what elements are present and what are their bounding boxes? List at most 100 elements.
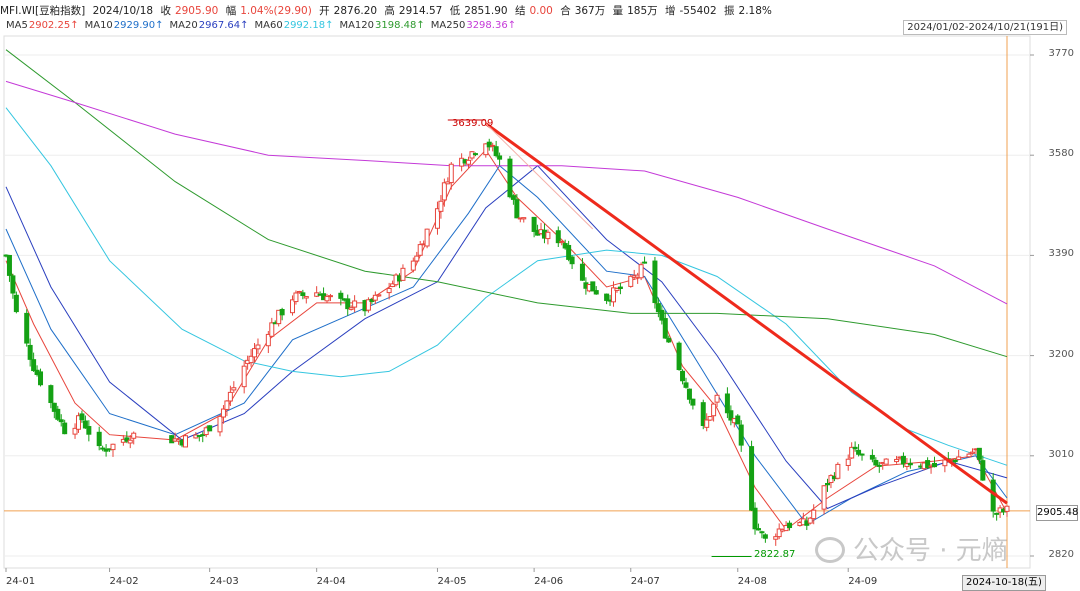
candle-body [414,255,420,262]
candle-body [752,507,758,530]
candle-body [276,309,282,325]
candle-body [466,159,472,165]
y-tick-label: 2820 [1048,549,1074,560]
candle-body [6,254,12,276]
candle-body [345,298,351,310]
candle-body [642,261,648,264]
ma-line-ma10 [5,164,1008,526]
candle-body [100,447,106,450]
trend-line-faded [485,123,594,230]
candle-body [72,427,78,435]
oi-field: 增 -55402 [665,5,717,17]
candle-body [845,458,851,466]
oi-value: -55402 [679,5,717,17]
candle-body [807,517,813,524]
volume-field: 量 185万 [613,5,658,17]
candle-body [289,299,295,314]
up-arrow-icon: ↑ [155,20,164,31]
candle-body [559,240,565,243]
x-tick-label: 24-09 [848,576,878,587]
candle-body [490,144,496,147]
candle-body [590,281,596,292]
candle-body [55,408,61,420]
ma-line-ma120 [5,49,1008,358]
ma-legend-value: 2929.90 [113,20,156,31]
candle-body [38,371,44,386]
up-arrow-icon: ↑ [240,20,249,31]
settle-value: 0.00 [529,5,553,17]
candle-body [510,195,516,200]
candle-body [700,402,706,426]
candle-body [531,216,537,232]
low-caption: 低 [449,5,461,17]
close-value: 2905.90 [174,5,219,17]
candlesticks [3,138,1010,546]
close-caption: 收 [160,5,171,17]
ma-legend-value: 2967.64 [198,20,241,31]
candle-body [131,432,137,439]
candle-body [762,534,768,539]
x-tick-label: 24-02 [109,576,139,587]
candle-body [231,387,237,391]
amount-caption: 合 [560,5,571,17]
high-marker-label: 3639.09 [452,118,494,129]
candle-body [296,291,302,294]
candle-body [776,528,782,538]
date-range-box[interactable]: 2024/01/02-2024/10/21(191日) [903,20,1067,35]
candle-body [883,458,889,465]
candle-body [659,309,665,321]
ma-legend-value: 3198.48 [375,20,417,31]
candle-body [438,200,444,212]
candle-body [686,388,692,400]
candle-body [856,449,862,455]
candle-body [676,342,682,371]
candle-body [327,295,333,298]
candle-body [410,260,416,271]
candle-body [79,413,85,421]
amplitude-caption: 振 [724,5,735,17]
candle-body [869,454,875,460]
candle-body [86,426,92,435]
current-price-tag: 2905.48 [1036,505,1078,521]
candle-body [593,290,599,295]
candle-body [835,463,841,479]
close-field: 收 2905.90 [160,5,218,17]
candle-body [545,231,551,240]
candle-body [638,264,644,279]
candle-body [352,300,358,308]
high-caption: 高 [384,5,395,17]
ma-legend-label: MA120 [339,20,375,31]
trend-line[interactable] [484,122,1008,505]
candle-body [217,415,223,433]
volume-caption: 量 [612,5,624,17]
candle-body [925,460,931,469]
ma-legend-label: MA20 [169,20,198,31]
candle-body [96,431,102,447]
candle-body [655,303,661,313]
open-caption: 开 [319,5,330,17]
y-tick-label: 3010 [1048,448,1074,460]
candle-body [338,292,344,299]
x-tick-label: 24-08 [737,576,767,587]
candle-body [31,359,37,372]
candle-body [566,244,572,260]
x-tick-label: 24-03 [209,576,239,587]
candle-body [738,424,744,446]
candle-body [265,333,271,347]
candle-body [483,143,489,156]
candle-body [759,531,765,534]
candle-body [400,267,406,281]
candle-body [849,446,855,459]
candle-body [728,410,734,421]
candle-body [825,482,831,486]
ma-legend: MA52902.25↑ MA102929.90↑ MA202967.64↑ MA602… [0,19,516,33]
candle-body [683,382,689,388]
ma-legend-value: 3298.36 [466,20,508,31]
candle-body [724,393,730,414]
ma-legend-value: 2992.18 [283,20,326,31]
candle-body [376,294,382,297]
candle-body [714,394,720,403]
candle-body [900,455,906,465]
high-field: 高 2914.57 [384,5,442,17]
